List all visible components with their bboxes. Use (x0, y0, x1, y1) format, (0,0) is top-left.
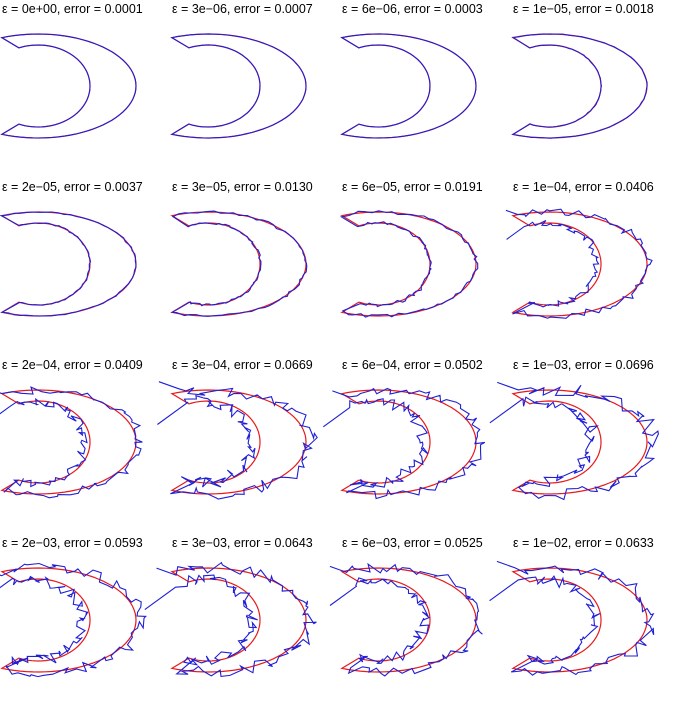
curve-plot (157, 381, 318, 500)
panel-title: ε = 6e−05, error = 0.0191 (342, 180, 483, 194)
curve-plot (489, 381, 659, 501)
curve-plot (505, 208, 653, 319)
panel-title: ε = 3e−05, error = 0.0130 (172, 180, 313, 194)
panel-2: ε = 3e−06, error = 0.0007 (170, 0, 340, 175)
panel-7: ε = 6e−05, error = 0.0191 (339, 178, 510, 353)
reconstructed-curve (144, 561, 317, 678)
curve-plot (511, 33, 648, 139)
panel-13: ε = 2e−03, error = 0.0593 (0, 534, 170, 709)
reconstructed-curve (0, 211, 137, 317)
panel-8: ε = 1e−04, error = 0.0406 (505, 178, 681, 353)
reference-curve (511, 389, 648, 495)
curve-plot (329, 562, 483, 677)
reference-curve (340, 567, 477, 673)
curve-plot (0, 33, 137, 139)
panel-6: ε = 3e−05, error = 0.0130 (170, 178, 340, 353)
curve-plot (0, 211, 137, 317)
panel-title: ε = 3e−03, error = 0.0643 (172, 536, 313, 550)
reconstructed-curve (170, 33, 307, 139)
reference-curve (0, 567, 137, 673)
reference-curve (170, 33, 307, 139)
reference-curve (170, 211, 307, 317)
curve-plot (170, 210, 308, 317)
reconstructed-curve (340, 33, 477, 139)
panel-title: ε = 6e−04, error = 0.0502 (342, 358, 483, 372)
panel-3: ε = 6e−06, error = 0.0003 (340, 0, 510, 175)
reconstructed-curve (329, 562, 483, 677)
panel-title: ε = 3e−04, error = 0.0669 (172, 358, 313, 372)
panel-title: ε = 2e−03, error = 0.0593 (2, 536, 143, 550)
curve-plot (0, 386, 143, 499)
panel-title: ε = 1e−02, error = 0.0633 (513, 536, 654, 550)
curve-plot (339, 210, 479, 318)
panel-5: ε = 2e−05, error = 0.0037 (0, 178, 170, 353)
reconstructed-curve (511, 33, 648, 139)
reference-curve (511, 211, 648, 317)
panel-title: ε = 0e+00, error = 0.0001 (2, 2, 143, 16)
panel-11: ε = 6e−04, error = 0.0502 (322, 356, 510, 531)
reconstructed-curve (0, 386, 143, 499)
panel-title: ε = 2e−05, error = 0.0037 (2, 180, 143, 194)
panel-10: ε = 3e−04, error = 0.0669 (157, 356, 340, 531)
reconstructed-curve (505, 208, 653, 319)
reference-curve (0, 211, 137, 317)
curve-plot (170, 33, 307, 139)
panel-16: ε = 1e−02, error = 0.0633 (489, 534, 681, 709)
reconstructed-curve (489, 560, 655, 676)
reference-curve (0, 389, 137, 495)
reference-curve (170, 567, 307, 673)
reconstructed-curve (157, 381, 318, 500)
panel-title: ε = 1e−03, error = 0.0696 (513, 358, 654, 372)
reconstructed-curve (489, 381, 659, 501)
reconstructed-curve (339, 210, 479, 318)
reference-curve (511, 33, 648, 139)
curve-plot (0, 562, 147, 678)
panel-title: ε = 2e−04, error = 0.0409 (2, 358, 143, 372)
curve-plot (322, 387, 486, 500)
panel-14: ε = 3e−03, error = 0.0643 (144, 534, 340, 709)
reference-curve (340, 33, 477, 139)
reference-curve (0, 33, 137, 139)
panel-title: ε = 3e−06, error = 0.0007 (172, 2, 313, 16)
panel-title: ε = 1e−05, error = 0.0018 (513, 2, 654, 16)
reconstructed-curve (0, 562, 147, 678)
reference-curve (340, 211, 477, 317)
panel-12: ε = 1e−03, error = 0.0696 (489, 356, 681, 531)
panel-15: ε = 6e−03, error = 0.0525 (329, 534, 510, 709)
reconstructed-curve (0, 33, 137, 139)
curve-plot (489, 560, 655, 676)
panel-4: ε = 1e−05, error = 0.0018 (511, 0, 681, 175)
reconstructed-curve (322, 387, 486, 500)
curve-plot (144, 561, 317, 678)
reconstructed-curve (170, 210, 308, 317)
curve-plot (340, 33, 477, 139)
panel-1: ε = 0e+00, error = 0.0001 (0, 0, 170, 175)
panel-title: ε = 1e−04, error = 0.0406 (513, 180, 654, 194)
panel-title: ε = 6e−06, error = 0.0003 (342, 2, 483, 16)
panel-title: ε = 6e−03, error = 0.0525 (342, 536, 483, 550)
panel-9: ε = 2e−04, error = 0.0409 (0, 356, 170, 531)
